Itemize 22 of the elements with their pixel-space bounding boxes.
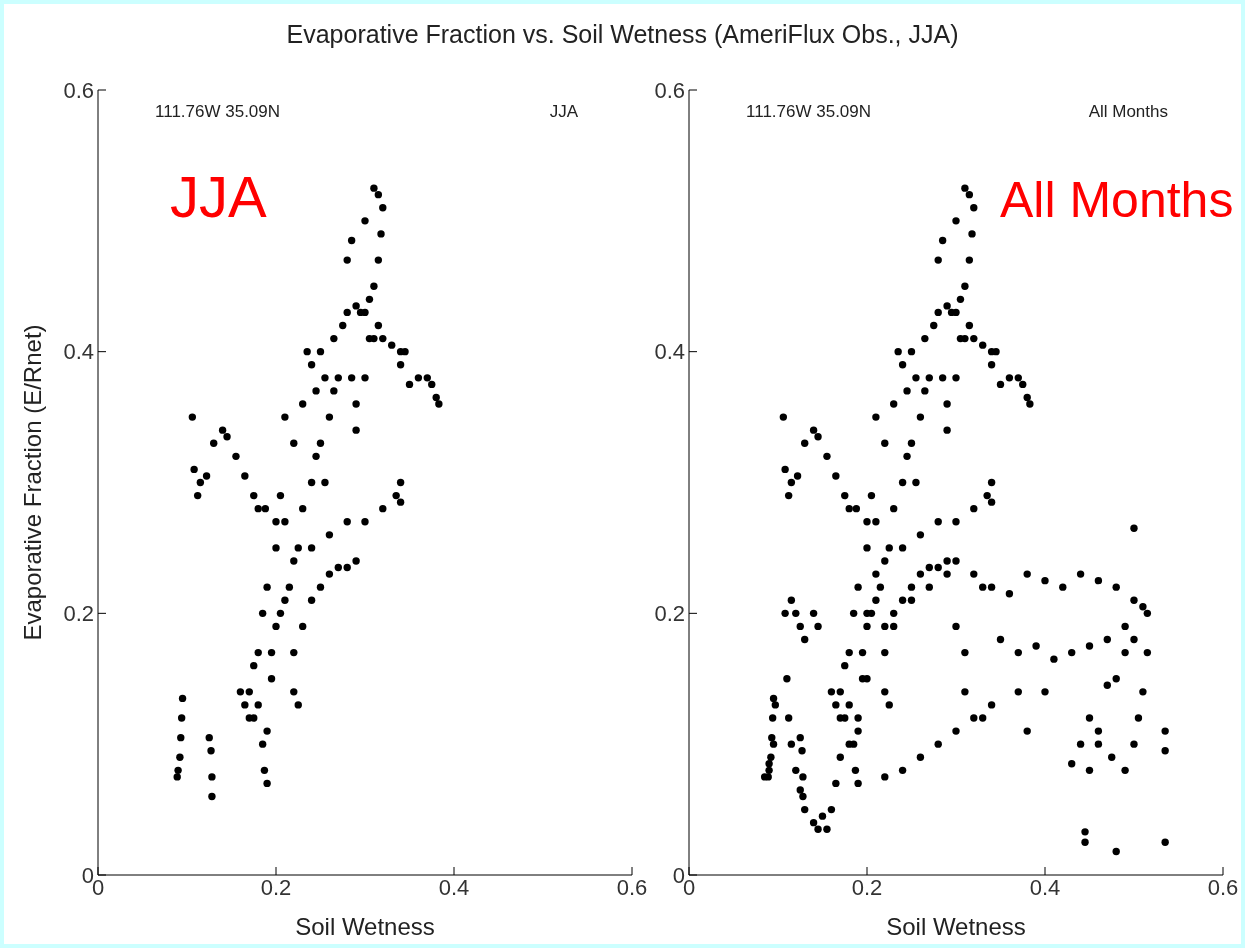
y-tick-label: 0.6 [654, 77, 685, 103]
annotation: 111.76W 35.09N [155, 102, 281, 121]
y-axis-title: Evaporative Fraction (E/Rnet) [18, 324, 46, 641]
x-tick-label: 0.2 [260, 874, 292, 900]
y-tick-label: 0.4 [654, 339, 685, 365]
annotation: All Months [1088, 102, 1168, 121]
y-tick-label: 0.6 [63, 77, 94, 103]
annotation: All Months [1000, 172, 1234, 228]
annotation: JJA [549, 102, 578, 121]
chart-title: Evaporative Fraction vs. Soil Wetness (AmeriFlux Obs., JJA) [285, 20, 960, 49]
x-tick-label: 0.4 [1029, 874, 1061, 900]
y-tick-label: 0.2 [654, 601, 685, 627]
x-axis-title: Soil Wetness [886, 913, 1026, 940]
x-tick-label: 0.6 [1207, 874, 1239, 900]
x-tick-label: 0.6 [616, 874, 648, 900]
x-tick-label: 0.2 [851, 874, 883, 900]
y-tick-label: 0.4 [63, 339, 94, 365]
annotation: 111.76W 35.09N [746, 102, 872, 121]
x-axis-title: Soil Wetness [295, 913, 435, 940]
x-tick-label: 0.4 [438, 874, 470, 900]
annotation: JJA [170, 164, 267, 229]
y-tick-label: 0.2 [63, 601, 94, 627]
